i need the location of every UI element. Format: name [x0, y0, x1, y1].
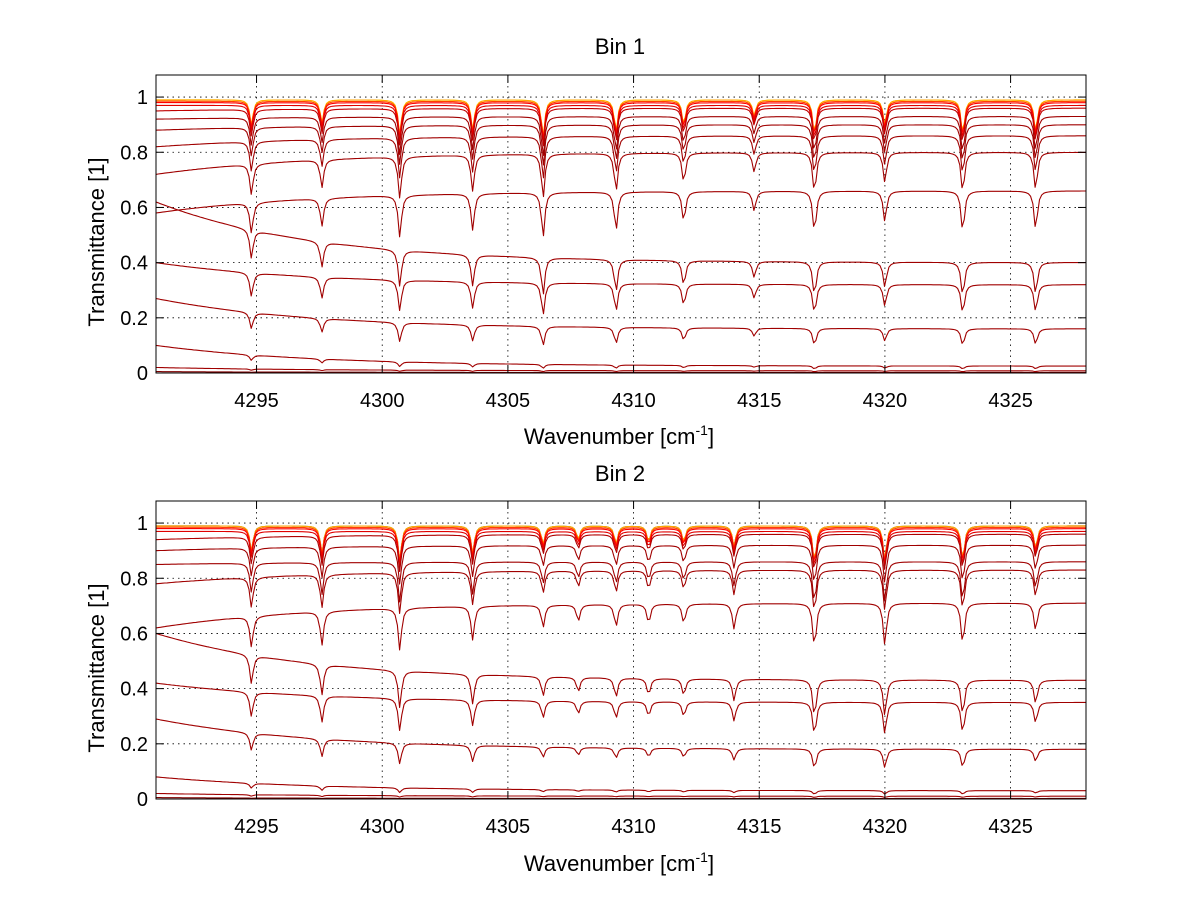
x-tick-label: 4310: [611, 390, 656, 412]
series-line: [155, 602, 1086, 651]
series-line: [155, 569, 1086, 614]
y-tick-label: 1: [137, 513, 148, 535]
y-tick-label: 0: [137, 789, 148, 811]
series-line: [155, 561, 1086, 603]
series-lines: [155, 525, 1087, 800]
series-line: [155, 124, 1086, 166]
y-tick-label: 1: [137, 87, 148, 109]
series-line: [155, 718, 1086, 768]
series-line: [155, 297, 1086, 346]
y-axis-label: Transmittance [1]: [84, 157, 109, 326]
series-line: [156, 102, 1086, 140]
series-line: [156, 366, 1086, 373]
series-line: [155, 151, 1086, 199]
y-tick-label: 0: [137, 363, 148, 385]
series-line: [156, 371, 1086, 374]
subplot-title: Bin 2: [595, 461, 645, 486]
series-line: [156, 525, 1086, 562]
y-tick-label: 0.6: [120, 197, 148, 219]
x-axis-label: Wavenumber [cm-1]: [524, 422, 714, 449]
y-tick-label: 0.4: [120, 679, 148, 701]
x-tick-label: 4325: [988, 390, 1033, 412]
x-tick-label: 4300: [360, 390, 405, 412]
series-line: [156, 797, 1086, 800]
x-tick-label: 4315: [737, 390, 782, 412]
x-tick-label: 4320: [863, 816, 908, 838]
series-line: [155, 776, 1086, 795]
x-tick-label: 4305: [486, 390, 531, 412]
x-tick-label: 4295: [234, 816, 279, 838]
y-tick-label: 0.2: [120, 734, 148, 756]
series-line: [156, 100, 1086, 139]
y-ticks: 0 0.2 0.4 0.6 0.8 1: [120, 87, 1086, 385]
series-line: [155, 344, 1086, 370]
x-tick-label: 4315: [737, 816, 782, 838]
y-axis-label: Transmittance [1]: [84, 583, 109, 752]
x-tick-label: 4295: [234, 390, 279, 412]
series-line: [155, 682, 1086, 734]
y-tick-label: 0.2: [120, 308, 148, 330]
y-tick-label: 0.8: [120, 142, 148, 164]
series-line: [156, 107, 1086, 147]
subplot-title: Bin 1: [595, 34, 645, 59]
series-lines: [155, 99, 1087, 374]
subplot-bin-1: Bin 1 4295 4300 4305 4310 4315 4320 4325 00.20…: [84, 34, 1087, 449]
x-tick-label: 4310: [611, 816, 656, 838]
x-tick-label: 4305: [486, 816, 531, 838]
axes-frame: [155, 500, 1087, 800]
series-line: [155, 544, 1086, 585]
series-line: [155, 190, 1086, 238]
y-tick-label: 0.4: [120, 253, 148, 275]
series-line: [155, 201, 1087, 295]
x-ticks: 4295 4300 4305 4310 4315 4320 4325: [234, 75, 1033, 412]
x-tick-label: 4300: [360, 816, 405, 838]
x-tick-label: 4320: [863, 390, 908, 412]
series-line: [155, 262, 1086, 315]
series-line: [156, 526, 1086, 563]
y-tick-label: 0.8: [120, 568, 148, 590]
series-line: [156, 792, 1086, 798]
series-line: [156, 99, 1086, 137]
axes-frame: [155, 74, 1087, 374]
x-tick-label: 4325: [988, 816, 1033, 838]
series-line: [156, 104, 1086, 143]
subplot-bin-2: Bin 2 4295 4300 4305 4310 4315 4320 4325 00.20…: [84, 461, 1087, 876]
series-line: [156, 528, 1087, 565]
series-line: [155, 533, 1086, 573]
series-line: [155, 115, 1086, 156]
y-ticks: 0 0.2 0.4 0.6 0.8 1: [120, 513, 1086, 811]
x-ticks: 4295 4300 4305 4310 4315 4320 4325: [234, 501, 1033, 838]
series-line: [155, 632, 1086, 715]
y-tick-label: 0.6: [120, 623, 148, 645]
series-line: [156, 530, 1086, 568]
series-line: [155, 135, 1086, 179]
x-axis-label: Wavenumber [cm-1]: [524, 849, 714, 876]
